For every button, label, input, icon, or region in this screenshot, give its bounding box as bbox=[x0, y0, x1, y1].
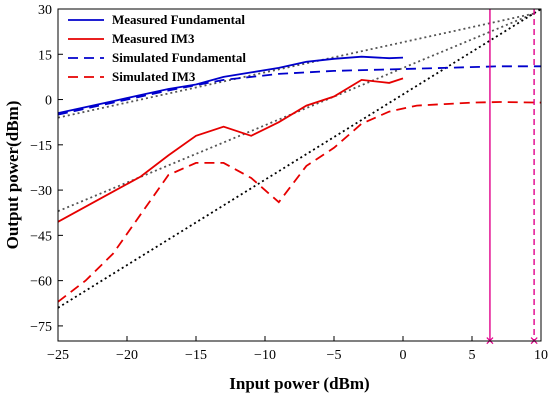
y-axis-title: Output power(dBm) bbox=[3, 101, 22, 250]
legend-label-measured-fundamental: Measured Fundamental bbox=[112, 12, 245, 27]
x-tick-label: 5 bbox=[469, 348, 476, 363]
y-tick-label: −30 bbox=[30, 184, 52, 199]
x-axis-title: Input power (dBm) bbox=[229, 374, 369, 393]
extrapolation-line-1 bbox=[57, 12, 535, 119]
series-simulated-fundamental bbox=[57, 65, 541, 116]
x-axis-ticks: −25 −20 −15 −10 −5 0 5 10 bbox=[47, 336, 548, 363]
legend: Measured Fundamental Measured IM3 Simulate… bbox=[68, 12, 246, 84]
plot-frame bbox=[57, 8, 542, 342]
y-tick-label: 30 bbox=[38, 3, 52, 18]
y-axis-ticks: −75 −60 −45 −30 −15 0 15 30 bbox=[30, 3, 63, 335]
series-measured-fundamental bbox=[57, 55, 404, 114]
intercept-markers: ✕ ✕ bbox=[485, 9, 539, 348]
x-tick-label: 10 bbox=[534, 348, 548, 363]
x-tick-label: −10 bbox=[254, 348, 276, 363]
x-tick-label: −15 bbox=[185, 348, 207, 363]
y-tick-label: −45 bbox=[30, 229, 52, 244]
legend-label-measured-im3: Measured IM3 bbox=[112, 31, 195, 46]
series-lines bbox=[57, 55, 542, 303]
y-tick-label: −75 bbox=[30, 320, 52, 335]
x-tick-label: −20 bbox=[116, 348, 138, 363]
y-tick-label: 0 bbox=[45, 94, 52, 109]
x-tick-label: −5 bbox=[327, 348, 342, 363]
series-simulated-im3 bbox=[57, 101, 542, 303]
series-measured-im3 bbox=[57, 77, 404, 223]
x-tick-label: 0 bbox=[400, 348, 407, 363]
legend-label-simulated-im3: Simulated IM3 bbox=[112, 69, 196, 84]
y-tick-label: −60 bbox=[30, 275, 52, 290]
x-tick-label: −25 bbox=[47, 348, 69, 363]
legend-label-simulated-fundamental: Simulated Fundamental bbox=[112, 50, 246, 65]
y-tick-label: 15 bbox=[38, 48, 52, 63]
y-tick-label: −15 bbox=[30, 139, 52, 154]
